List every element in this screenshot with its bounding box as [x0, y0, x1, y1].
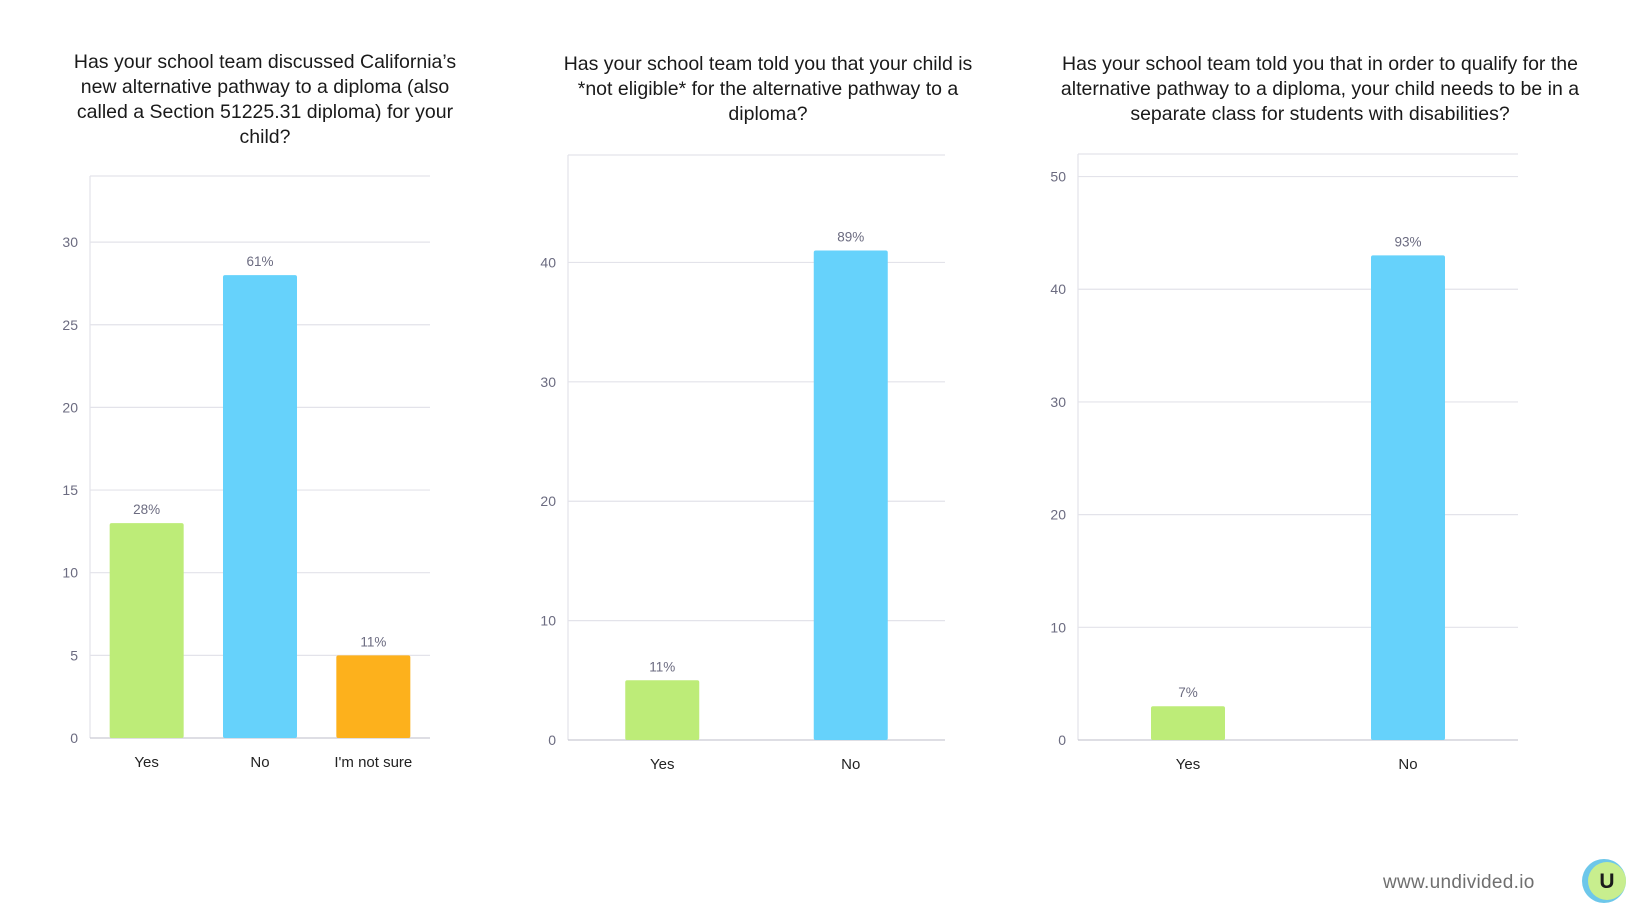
chart-title-3: Has your school team told you that in or…: [1060, 53, 1580, 125]
bar-2: [813, 250, 888, 741]
y-tick-label: 30: [1050, 394, 1066, 410]
footer-url[interactable]: www.undivided.io: [1383, 872, 1535, 893]
x-tick-label: Yes: [650, 756, 674, 773]
y-tick-label: 50: [1050, 169, 1066, 185]
y-tick-label: 10: [540, 613, 556, 629]
y-tick-label: 10: [1050, 619, 1066, 635]
bar-3: [336, 655, 411, 738]
y-tick-label: 30: [62, 234, 78, 250]
undivided-logo-icon: U: [1582, 859, 1626, 903]
y-tick-label: 15: [62, 482, 78, 498]
x-tick-label: Yes: [1176, 756, 1200, 773]
y-tick-label: 40: [540, 254, 556, 270]
bar-2: [1371, 255, 1445, 740]
data-label: 61%: [246, 254, 273, 269]
data-label: 7%: [1178, 685, 1198, 700]
chart-title-1: Has your school team discussed Californi…: [73, 51, 457, 148]
x-tick-label: No: [1398, 756, 1417, 773]
y-tick-label: 5: [70, 647, 78, 663]
logo-letter: U: [1599, 870, 1614, 893]
data-label: 89%: [837, 230, 864, 245]
data-label: 11%: [360, 634, 386, 649]
y-tick-label: 30: [540, 374, 556, 390]
data-label: 11%: [649, 659, 675, 674]
bar-2: [223, 275, 297, 738]
data-label: 93%: [1394, 234, 1421, 249]
y-tick-label: 0: [548, 732, 556, 748]
x-tick-label: No: [841, 756, 860, 773]
y-tick-label: 0: [70, 730, 78, 746]
x-tick-label: No: [250, 754, 269, 771]
data-label: 28%: [133, 502, 160, 517]
chart-title-2: Has your school team told you that your …: [563, 53, 973, 125]
y-tick-label: 10: [62, 565, 78, 581]
y-tick-label: 40: [1050, 281, 1066, 297]
y-tick-label: 20: [1050, 507, 1066, 523]
x-tick-label: Yes: [134, 754, 158, 771]
y-tick-label: 20: [62, 399, 78, 415]
y-tick-label: 20: [540, 493, 556, 509]
x-tick-label: I'm not sure: [334, 754, 412, 771]
bar-1: [625, 680, 700, 740]
bar-1: [1151, 706, 1225, 740]
y-tick-label: 25: [62, 317, 78, 333]
y-tick-label: 0: [1058, 732, 1066, 748]
bar-1: [109, 523, 184, 738]
